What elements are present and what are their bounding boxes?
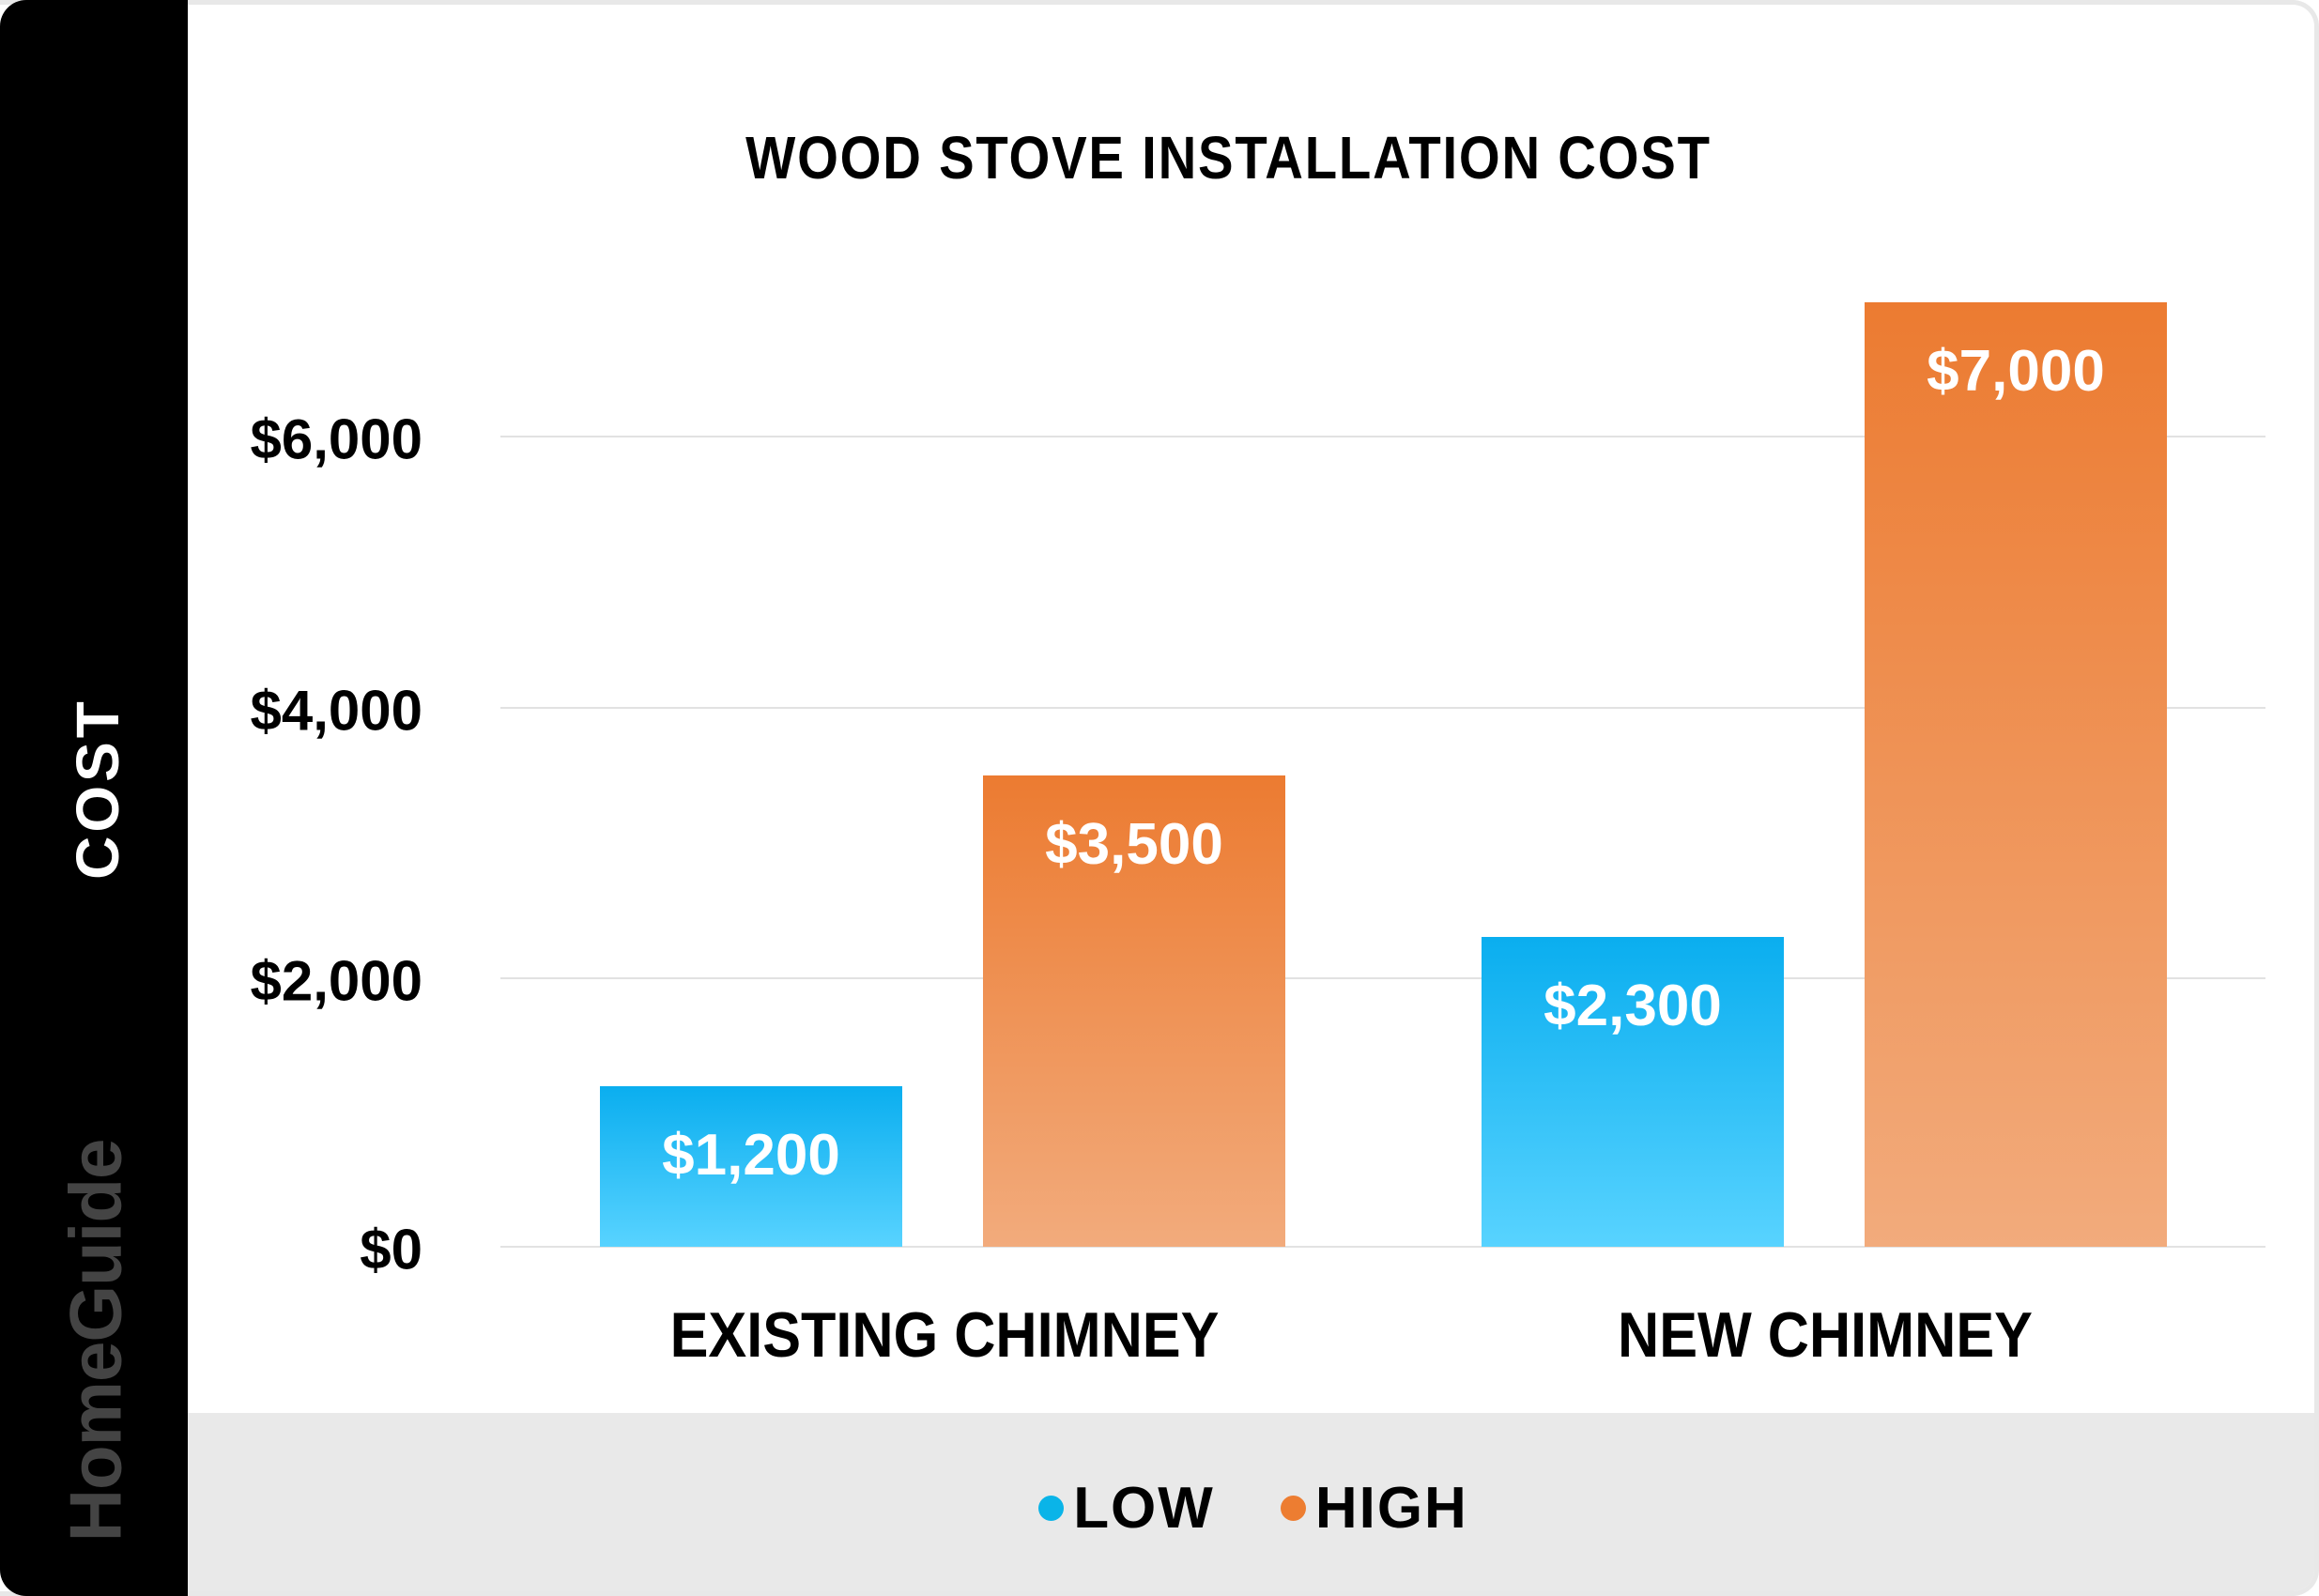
y-tick-label: $0 <box>360 1218 422 1281</box>
bar-value-label: $3,500 <box>1045 812 1223 877</box>
legend-dot-icon <box>1280 1495 1306 1521</box>
bar-existing-low: $1,200 <box>600 1086 902 1247</box>
bar-value-label: $2,300 <box>1543 974 1722 1038</box>
legend-label: HIGH <box>1314 1475 1468 1541</box>
bar-existing-high: $3,500 <box>983 775 1285 1247</box>
brand-logo: HomeGuide <box>54 1139 137 1542</box>
legend: LOW HIGH <box>188 1474 2314 1542</box>
legend-item-low: LOW <box>1038 1475 1215 1542</box>
legend-footer <box>188 1413 2314 1591</box>
bar-new-high: $7,000 <box>1865 302 2167 1247</box>
y-tick-label: $6,000 <box>250 407 422 471</box>
bar-new-low: $2,300 <box>1482 937 1784 1247</box>
gridline-6000 <box>500 436 2265 437</box>
chart-title: WOOD STOVE INSTALLATION COST <box>745 124 1712 192</box>
bar-value-label: $1,200 <box>662 1123 840 1188</box>
category-label-existing: EXISTING CHIMNEY <box>669 1299 1220 1371</box>
gridline-4000 <box>500 707 2265 709</box>
legend-dot-icon <box>1038 1495 1065 1521</box>
y-tick-label: $4,000 <box>250 679 422 743</box>
sidebar: COST HomeGuide <box>0 0 188 1596</box>
legend-item-high: HIGH <box>1280 1475 1468 1542</box>
gridline-0 <box>500 1246 2265 1248</box>
gridline-2000 <box>500 977 2265 979</box>
y-tick-label: $2,000 <box>250 949 422 1013</box>
y-axis-title: COST <box>64 698 131 880</box>
legend-label: LOW <box>1073 1475 1215 1541</box>
category-label-new: NEW CHIMNEY <box>1618 1299 2033 1371</box>
bar-value-label: $7,000 <box>1927 339 2105 404</box>
